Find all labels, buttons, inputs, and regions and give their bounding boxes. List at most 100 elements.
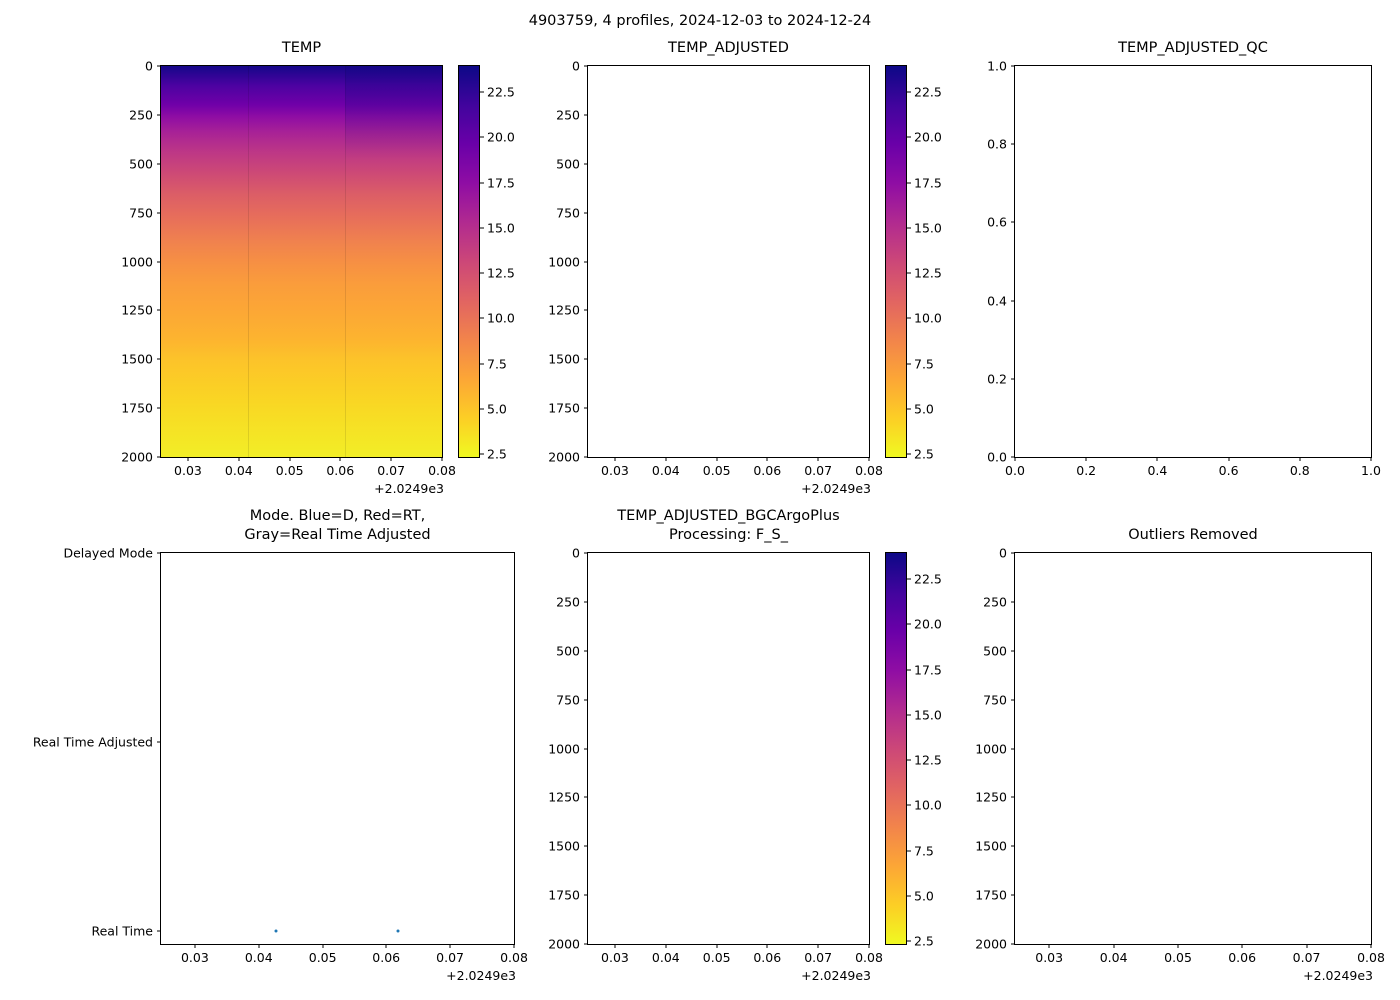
- x-tick-label: 0.06: [753, 463, 782, 478]
- y-tick-mark: [1011, 845, 1015, 847]
- y-tick-label: 0.8: [987, 136, 1007, 152]
- y-tick-mark: [584, 309, 588, 311]
- x-tick-label: 0.04: [1099, 950, 1128, 965]
- colorbar-tick-mark: [480, 182, 484, 184]
- x-tick-label: 0.8: [1289, 463, 1310, 478]
- x-tick-mark: [716, 944, 718, 948]
- x-tick-mark: [513, 944, 515, 948]
- subplot-temp-adjusted-qc-title: TEMP_ADJUSTED_QC: [1118, 40, 1268, 57]
- colorbar-tick-label: 12.5: [487, 265, 515, 281]
- x-tick-mark: [1177, 944, 1179, 948]
- y-tick-mark: [584, 261, 588, 262]
- y-tick-mark: [584, 699, 588, 701]
- colorbar-tick-label: 20.0: [914, 616, 942, 632]
- colorbar-tick-label: 10.0: [914, 797, 942, 813]
- y-tick-mark: [157, 163, 161, 165]
- y-tick-mark: [157, 212, 161, 214]
- y-tick-mark: [1011, 143, 1015, 145]
- colorbar-tick-mark: [907, 804, 911, 806]
- y-tick-mark: [1011, 894, 1015, 896]
- colorbar-tick-mark: [907, 272, 911, 274]
- subplot-temp-title: TEMP: [281, 40, 322, 57]
- colorbar-tick-label: 5.0: [914, 401, 934, 417]
- colorbar: 22.5 20.0 17.5 15.0 12.5 10.0 7.5 5.0 2.5: [885, 65, 942, 462]
- y-tick-mark: [584, 65, 588, 67]
- x-tick-label: 0.07: [804, 950, 833, 965]
- subplot-mode: Mode. Blue=D, Red=RT, Gray=Real Time Adj…: [33, 508, 528, 983]
- colorbar-gradient: [885, 65, 907, 458]
- x-tick-label: 0.04: [244, 950, 273, 965]
- y-tick-label: 500: [556, 643, 580, 659]
- x-tick-label: 0.04: [224, 463, 253, 478]
- y-tick-mark: [584, 163, 588, 165]
- colorbar: 22.5 20.0 17.5 15.0 12.5 10.0 7.5 5.0 2.5: [458, 65, 515, 462]
- colorbar-tick-label: 17.5: [914, 175, 942, 191]
- colorbar-tick-mark: [907, 669, 911, 671]
- y-tick-label: 1.0: [987, 58, 1007, 74]
- y-tick-label: 2000: [975, 936, 1007, 952]
- colorbar-tick-mark: [907, 136, 911, 138]
- colorbar-tick-mark: [480, 453, 484, 455]
- x-tick-label: 0.03: [1035, 950, 1064, 965]
- x-tick-mark: [322, 944, 324, 948]
- colorbar-tick-mark: [907, 91, 911, 93]
- y-tick-label: 750: [556, 692, 580, 708]
- colorbar-tick-label: 10.0: [914, 310, 942, 326]
- y-tick-label: 750: [556, 205, 580, 221]
- y-tick-label: 0: [145, 58, 153, 74]
- subplot-mode-title: Mode. Blue=D, Red=RT, Gray=Real Time Adj…: [244, 508, 431, 544]
- y-tick-label: 0.2: [987, 371, 1007, 387]
- x-tick-mark: [449, 944, 451, 948]
- y-tick-mark: [584, 748, 588, 749]
- colorbar-tick-mark: [907, 363, 911, 365]
- x-tick-label: 0.05: [308, 950, 337, 965]
- x-axis-offset-label: +2.0249e3: [1303, 968, 1373, 983]
- y-tick-label: 1000: [548, 254, 580, 269]
- x-tick-label: 0.03: [180, 950, 209, 965]
- y-tick-mark: [1011, 552, 1015, 554]
- y-tick-mark: [1011, 796, 1015, 798]
- colorbar-tick-label: 2.5: [914, 446, 934, 462]
- colorbar-tick-mark: [480, 136, 484, 138]
- y-tick-label: 1250: [121, 302, 153, 318]
- y-tick-mark: [584, 114, 588, 116]
- x-tick-label: 0.07: [436, 950, 465, 965]
- y-tick-mark: [584, 943, 588, 945]
- colorbar-tick-label: 7.5: [487, 356, 507, 372]
- colorbar-tick-label: 17.5: [487, 175, 515, 191]
- y-tick-label: 500: [983, 643, 1007, 659]
- y-tick-label: 1000: [975, 741, 1007, 756]
- y-tick-mark: [157, 930, 161, 932]
- x-axis-offset-label: +2.0249e3: [446, 968, 516, 983]
- x-tick-mark: [390, 457, 392, 461]
- subplot-outliers-removed-axes: 0.03 0.04 0.05 0.06 0.07 0.08 0 250 500 750 1000 12…: [975, 546, 1385, 966]
- x-tick-mark: [665, 944, 667, 948]
- x-tick-label: 0.6: [1218, 463, 1239, 478]
- y-tick-mark: [157, 114, 161, 116]
- subplot-temp-adjusted-axes: 0.03 0.04 0.05 0.06 0.07 0.08 0 250 500 750 1000 12…: [548, 59, 883, 479]
- heatmap-fill: [161, 66, 442, 457]
- y-tick-mark: [1011, 65, 1015, 67]
- subplot-temp-adjusted: TEMP_ADJUSTED 0.03 0.04 0.05 0.06 0.07 0.08 0 2…: [548, 40, 942, 496]
- profile-dot: [274, 929, 278, 933]
- y-tick-mark: [584, 650, 588, 652]
- y-tick-label: Real Time: [91, 923, 153, 939]
- subplot-bgc-argoplus: TEMP_ADJUSTED_BGCArgoPlus Processing: F_…: [548, 508, 942, 983]
- colorbar-tick-label: 15.0: [914, 220, 942, 236]
- y-tick-mark: [1011, 300, 1015, 302]
- y-tick-mark: [157, 741, 161, 743]
- profile-column-seam: [248, 66, 250, 457]
- y-tick-label: 1750: [548, 400, 580, 416]
- x-tick-label: 0.06: [753, 950, 782, 965]
- y-tick-mark: [584, 407, 588, 409]
- colorbar-tick-mark: [907, 227, 911, 229]
- x-tick-label: 0.08: [500, 950, 528, 965]
- y-tick-mark: [584, 456, 588, 458]
- y-tick-mark: [1011, 221, 1015, 223]
- y-tick-mark: [157, 309, 161, 311]
- x-tick-label: 0.07: [1292, 950, 1321, 965]
- y-tick-mark: [584, 212, 588, 214]
- x-tick-mark: [187, 457, 189, 461]
- y-tick-label: 250: [129, 107, 153, 123]
